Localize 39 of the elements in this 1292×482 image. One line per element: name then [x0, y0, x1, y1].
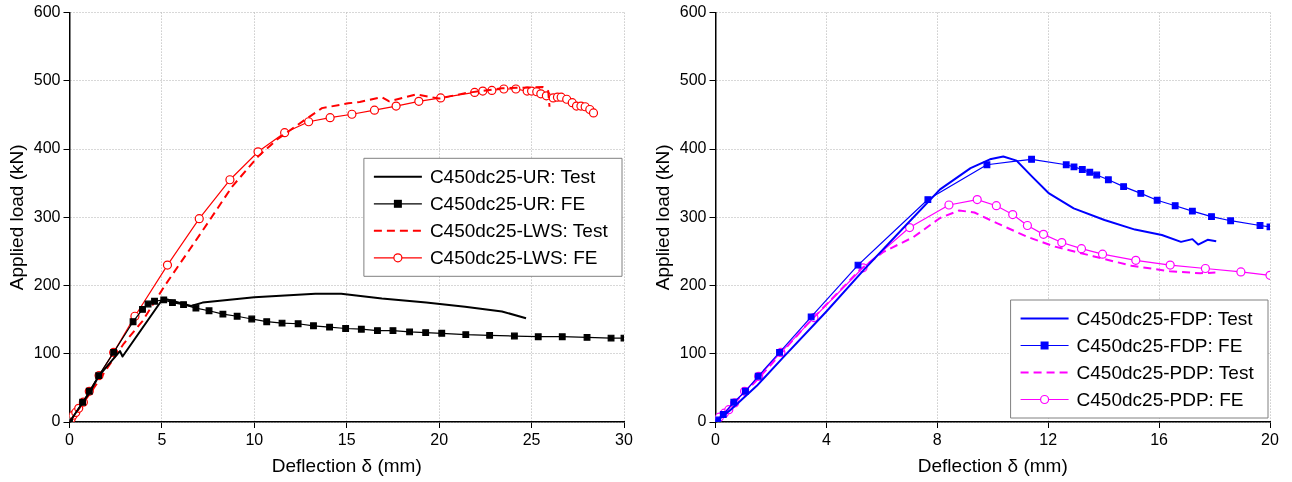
legend-label: C450dc25-FDP: Test — [1076, 307, 1254, 329]
x-tick-label: 5 — [157, 431, 167, 449]
y-tick-label: 300 — [33, 207, 61, 225]
x-tick-label: 30 — [615, 431, 633, 449]
y-tick-label: 100 — [679, 344, 707, 362]
x-tick-label: 10 — [245, 431, 264, 449]
x-tick-label: 0 — [65, 431, 75, 449]
legend-label: C450dc25-FDP: FE — [1076, 334, 1243, 356]
legend-label: C450dc25-PDP: FE — [1076, 388, 1244, 410]
y-tick-label: 0 — [51, 412, 61, 430]
y-tick-label: 200 — [33, 275, 61, 293]
x-axis-title: Deflection δ (mm) — [271, 454, 422, 476]
legend-label: C450dc25-PDP: Test — [1076, 361, 1255, 383]
x-tick-label: 16 — [1150, 431, 1169, 449]
y-tick-label: 100 — [33, 344, 61, 362]
x-tick-label: 15 — [337, 431, 356, 449]
y-tick-label: 200 — [679, 275, 707, 293]
legend-label: C450dc25-UR: Test — [429, 166, 597, 188]
x-tick-label: 8 — [932, 431, 942, 449]
y-axis-title: Applied load (kN) — [651, 144, 673, 291]
x-tick-label: 0 — [711, 431, 721, 449]
y-tick-label: 300 — [679, 207, 707, 225]
x-tick-label: 20 — [430, 431, 449, 449]
x-tick-label: 20 — [1261, 431, 1279, 449]
x-tick-label: 25 — [522, 431, 541, 449]
x-tick-label: 12 — [1039, 431, 1058, 449]
y-tick-label: 400 — [33, 139, 61, 157]
y-tick-label: 600 — [33, 3, 61, 21]
y-tick-label: 600 — [679, 3, 707, 21]
x-axis-title: Deflection δ (mm) — [917, 454, 1068, 476]
legend-label: C450dc25-LWS: FE — [429, 247, 598, 269]
y-axis-title: Applied load (kN) — [5, 144, 27, 291]
y-tick-label: 500 — [679, 71, 707, 89]
y-tick-label: 500 — [33, 71, 61, 89]
legend-label: C450dc25-UR: FE — [429, 193, 586, 215]
y-tick-label: 0 — [697, 412, 707, 430]
x-tick-label: 4 — [821, 431, 831, 449]
y-tick-label: 400 — [679, 139, 707, 157]
legend-label: C450dc25-LWS: Test — [429, 220, 609, 242]
